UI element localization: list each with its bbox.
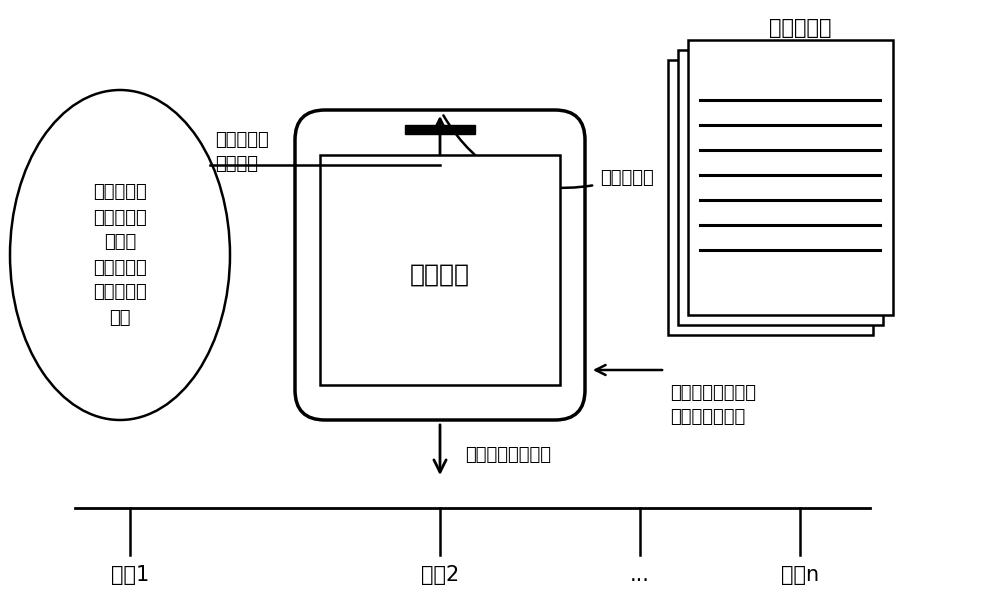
Ellipse shape xyxy=(10,90,230,420)
Bar xyxy=(405,125,475,134)
Text: 电机2: 电机2 xyxy=(421,565,459,585)
Text: 油门踏板、
档位、刹车
踏板；
车辆的行驶
速度、车辆
温度: 油门踏板、 档位、刹车 踏板； 车辆的行驶 速度、车辆 温度 xyxy=(93,184,147,326)
Text: 查询电机产生不同
扭矩的损失功率: 查询电机产生不同 扭矩的损失功率 xyxy=(670,384,756,426)
FancyBboxPatch shape xyxy=(295,110,585,420)
Bar xyxy=(688,40,893,315)
Bar xyxy=(320,155,560,385)
Text: 电机1: 电机1 xyxy=(111,565,149,585)
Text: ...: ... xyxy=(630,565,650,585)
Text: 分析驾驶员
需求扭矩: 分析驾驶员 需求扭矩 xyxy=(215,131,269,173)
Text: 整车控制器: 整车控制器 xyxy=(600,169,654,187)
Text: 动力分配: 动力分配 xyxy=(410,263,470,287)
Bar xyxy=(668,60,873,335)
Text: 损失功率表: 损失功率表 xyxy=(769,18,831,38)
Bar xyxy=(678,50,883,325)
Text: 输出扭矩分配比例: 输出扭矩分配比例 xyxy=(465,446,551,464)
Text: 电机n: 电机n xyxy=(781,565,819,585)
